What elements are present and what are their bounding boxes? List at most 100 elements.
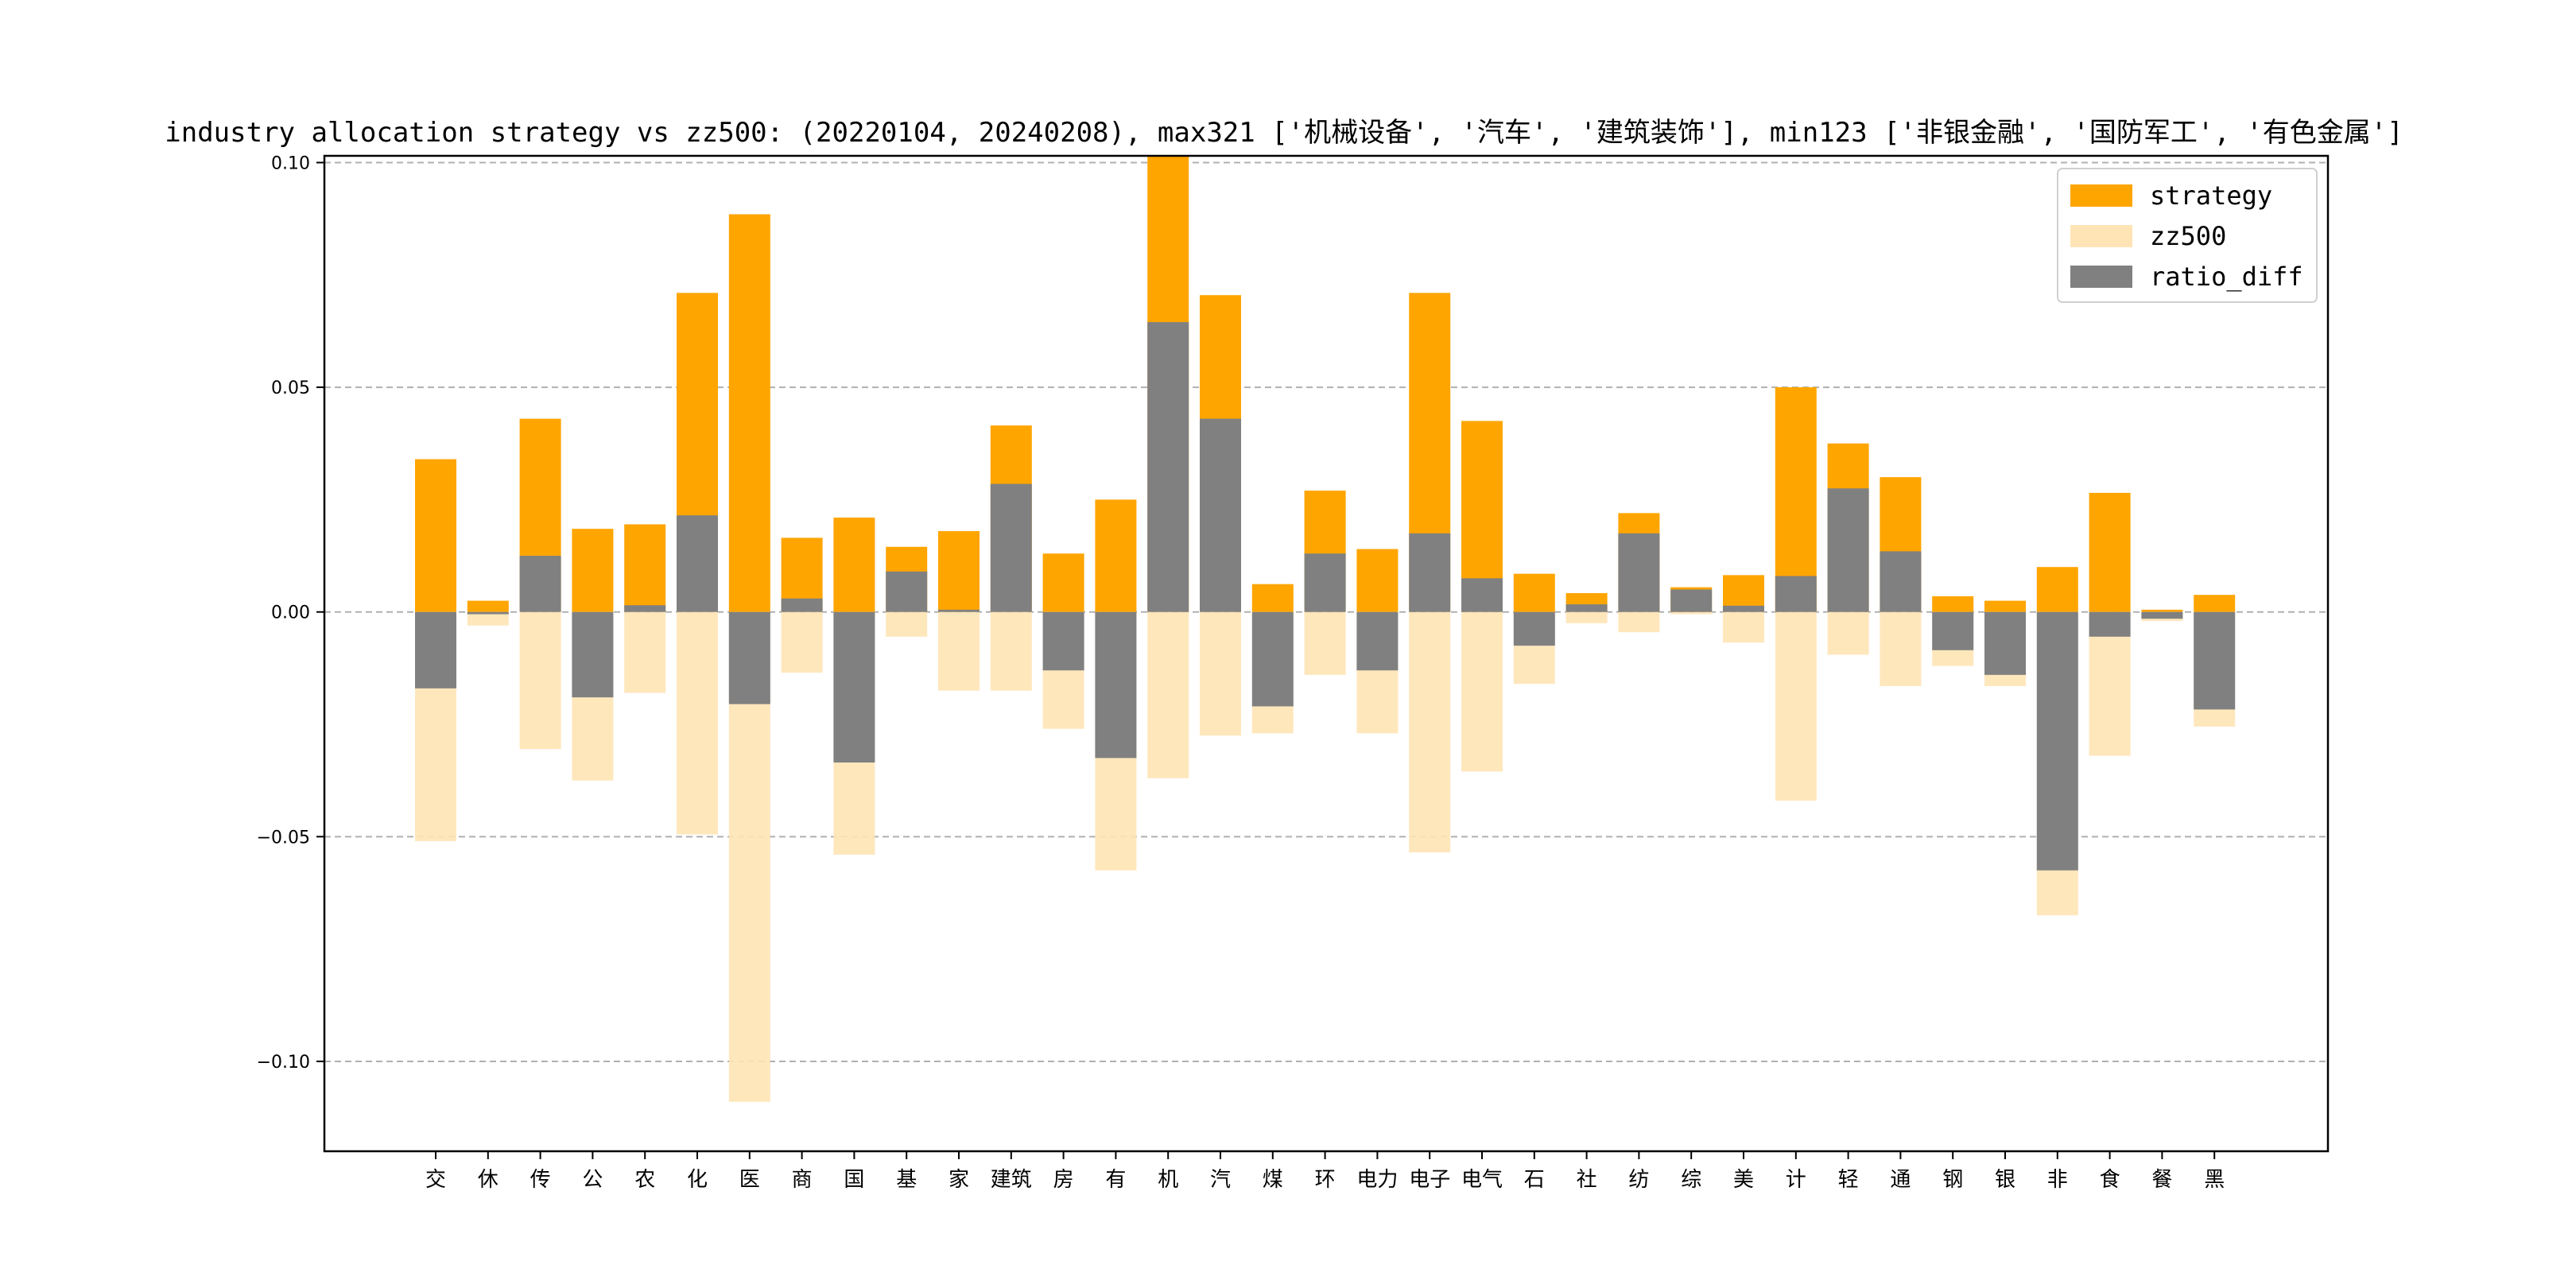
bar-strategy-6 [728, 214, 770, 612]
bar-zz500-20 [1461, 611, 1503, 772]
x-tick-label: 休 [478, 1168, 499, 1192]
bar-ratio_diff-26 [1775, 576, 1817, 612]
bar-strategy-29 [1932, 596, 1974, 612]
bar-ratio_diff-24 [1670, 589, 1713, 612]
x-tick-label: 电气 [1461, 1168, 1503, 1192]
bar-ratio_diff-14 [1147, 322, 1189, 612]
x-tick-label: 机 [1158, 1168, 1178, 1192]
x-tick-label: 建筑 [991, 1168, 1032, 1192]
x-tick-label: 食 [2100, 1168, 2120, 1192]
y-tick-label: −0.05 [257, 828, 310, 848]
x-tick-label: 基 [896, 1168, 917, 1192]
bar-zz500-22 [1565, 611, 1608, 623]
bar-zz500-9 [886, 611, 928, 637]
bar-zz500-11 [990, 611, 1032, 691]
bar-ratio_diff-17 [1304, 553, 1346, 612]
legend-swatch-strategy [2070, 184, 2132, 207]
bar-zz500-2 [519, 611, 561, 750]
bar-ratio_diff-3 [572, 611, 614, 698]
x-tick-label: 轻 [1838, 1168, 1859, 1192]
legend-swatch-ratio_diff [2070, 266, 2132, 288]
bar-ratio_diff-18 [1356, 611, 1399, 671]
x-tick-label: 通 [1890, 1168, 1911, 1192]
bar-ratio_diff-33 [2141, 611, 2183, 619]
bar-strategy-12 [1042, 553, 1084, 612]
bar-ratio_diff-1 [467, 611, 509, 615]
bar-ratio_diff-4 [624, 605, 666, 612]
y-tick-label: −0.10 [257, 1053, 310, 1073]
bar-zz500-19 [1409, 611, 1451, 853]
bar-ratio_diff-30 [1984, 611, 2026, 675]
x-tick-label: 家 [949, 1168, 969, 1192]
bar-zz500-14 [1147, 611, 1189, 778]
x-tick-label: 商 [792, 1168, 813, 1192]
legend-label-strategy: strategy [2150, 180, 2272, 211]
x-tick-label: 交 [425, 1168, 446, 1192]
bar-zz500-15 [1200, 611, 1241, 736]
bar-zz500-25 [1723, 611, 1764, 643]
x-tick-label: 社 [1577, 1168, 1597, 1192]
bar-strategy-10 [938, 530, 980, 612]
y-tick-label: 0.10 [271, 153, 310, 173]
bar-ratio_diff-31 [2036, 611, 2078, 871]
bar-strategy-34 [2194, 595, 2236, 612]
bar-strategy-18 [1356, 549, 1399, 612]
bar-strategy-33 [2141, 609, 2183, 612]
bar-ratio_diff-16 [1251, 611, 1294, 707]
bar-ratio_diff-11 [990, 483, 1032, 612]
x-tick-label: 非 [2047, 1168, 2068, 1192]
legend-swatch-zz500 [2070, 225, 2132, 247]
bar-ratio_diff-9 [886, 571, 928, 612]
bar-ratio_diff-5 [677, 515, 718, 612]
bar-strategy-30 [1984, 600, 2026, 612]
x-tick-label: 电力 [1356, 1168, 1398, 1192]
bar-ratio_diff-28 [1880, 551, 1922, 612]
x-tick-label: 化 [687, 1168, 708, 1192]
bars [415, 156, 2236, 1102]
y-tick-label: 0.00 [271, 603, 310, 623]
x-tick-label: 农 [634, 1168, 655, 1192]
bar-zz500-7 [781, 611, 823, 673]
bar-ratio_diff-22 [1565, 604, 1608, 612]
legend-label-zz500: zz500 [2150, 221, 2226, 251]
bar-strategy-1 [467, 600, 509, 612]
bar-strategy-13 [1095, 499, 1137, 612]
bar-ratio_diff-21 [1513, 611, 1555, 646]
bar-zz500-28 [1880, 611, 1922, 686]
bar-ratio_diff-0 [415, 611, 456, 689]
bar-zz500-4 [624, 611, 666, 693]
bar-ratio_diff-12 [1042, 611, 1084, 671]
x-tick-label: 银 [1995, 1168, 2015, 1192]
chart-title: industry allocation strategy vs zz500: (… [165, 117, 2403, 149]
bar-ratio_diff-23 [1618, 533, 1660, 612]
x-tick-label: 计 [1786, 1168, 1806, 1192]
bar-zz500-5 [677, 611, 718, 835]
x-tick-label: 有 [1105, 1168, 1126, 1192]
bar-ratio_diff-27 [1827, 488, 1869, 612]
legend-label-ratio_diff: ratio_diff [2150, 262, 2303, 292]
x-tick-label: 综 [1681, 1168, 1701, 1192]
bar-strategy-4 [624, 524, 666, 612]
bar-ratio_diff-7 [781, 598, 823, 612]
x-tick-label: 纺 [1628, 1168, 1649, 1192]
bar-zz500-17 [1304, 611, 1346, 675]
x-tick-label: 钢 [1942, 1168, 1963, 1192]
x-tick-label: 公 [582, 1168, 603, 1192]
bar-ratio_diff-15 [1200, 418, 1241, 612]
bar-ratio_diff-34 [2194, 611, 2236, 710]
bar-strategy-21 [1513, 573, 1555, 612]
x-tick-label: 房 [1053, 1168, 1074, 1192]
legend: strategy zz500 ratio_diff [2057, 168, 2318, 303]
x-tick-label: 环 [1315, 1168, 1336, 1192]
plot-frame [323, 154, 2330, 1153]
bar-zz500-1 [467, 611, 509, 626]
x-tick-label: 医 [739, 1168, 760, 1192]
bar-zz500-26 [1775, 611, 1817, 801]
y-tick-label: 0.05 [271, 378, 310, 398]
bar-zz500-27 [1827, 611, 1869, 655]
bar-ratio_diff-29 [1932, 611, 1974, 650]
bar-ratio_diff-13 [1095, 611, 1137, 758]
bar-strategy-3 [572, 529, 614, 612]
bar-ratio_diff-6 [728, 611, 770, 704]
